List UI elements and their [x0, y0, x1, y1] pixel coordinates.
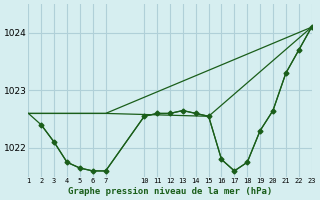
X-axis label: Graphe pression niveau de la mer (hPa): Graphe pression niveau de la mer (hPa): [68, 187, 272, 196]
